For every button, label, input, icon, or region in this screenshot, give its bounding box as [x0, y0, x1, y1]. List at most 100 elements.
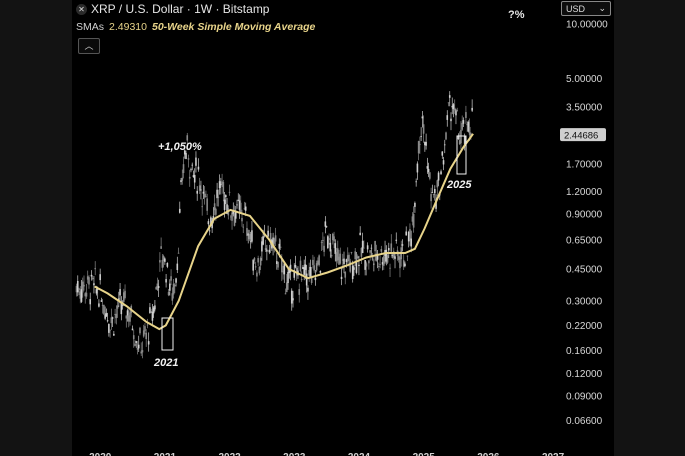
annotation-2021: 2021: [153, 357, 178, 369]
candle-body: [94, 268, 96, 270]
candle-body: [379, 264, 381, 265]
candle-body: [317, 260, 319, 265]
candle-body: [100, 300, 103, 302]
candle-body: [233, 213, 236, 226]
candle-body: [140, 351, 143, 354]
candle-body: [220, 183, 222, 186]
candle-body: [146, 324, 149, 326]
candle-body: [124, 290, 126, 298]
candle-body: [300, 278, 303, 280]
y-tick-label: 0.90000: [566, 210, 603, 221]
candle-body: [371, 256, 374, 261]
candle-body: [187, 158, 190, 160]
help-indicator[interactable]: ?%: [508, 9, 525, 21]
candle-body: [216, 189, 218, 199]
candle-body: [196, 190, 199, 194]
y-axis-ticks: 10.00000 5.00000 3.50000 1.70000 1.20000 0.90…: [560, 20, 608, 427]
candle-body: [151, 311, 154, 321]
candle-body: [144, 326, 146, 332]
candle-body: [389, 267, 391, 269]
collapse-legend-button[interactable]: ︿: [78, 38, 100, 54]
candle-body: [333, 236, 335, 242]
candle-body: [412, 213, 415, 228]
candle-body: [135, 341, 138, 343]
candle-body: [171, 293, 174, 301]
candle-body: [110, 317, 113, 324]
candle-body: [78, 288, 80, 291]
candle-body: [262, 236, 264, 245]
candle-body: [461, 122, 463, 130]
candle-body: [460, 129, 462, 144]
candle-body: [289, 264, 292, 273]
candle-body: [142, 330, 145, 337]
candle-body: [458, 140, 461, 145]
candle-body: [254, 266, 257, 268]
candle-body: [370, 247, 373, 249]
candle-body: [93, 283, 95, 286]
currency-select[interactable]: USD ⌄: [561, 1, 611, 16]
candle-body: [215, 208, 217, 215]
sma-legend[interactable]: SMAs 2.49310 50-Week Simple Moving Avera…: [76, 21, 315, 33]
candle-body: [252, 259, 254, 271]
candle-body: [207, 221, 210, 225]
candle-body: [446, 115, 449, 120]
candle-body: [406, 255, 409, 257]
candle-body: [202, 191, 205, 194]
candle-body: [264, 248, 267, 250]
candle-body: [310, 275, 313, 284]
candle-body: [407, 231, 410, 242]
x-tick-label: 2020: [89, 452, 112, 456]
candle-body: [154, 305, 156, 310]
candle-body: [426, 166, 429, 169]
candle-body: [442, 160, 445, 165]
y-tick-label: 0.06600: [566, 416, 603, 427]
candle-body: [164, 258, 166, 262]
candle-body: [193, 174, 196, 183]
x-tick-label: 2024: [348, 452, 371, 456]
x-tick-label: 2025: [413, 452, 436, 456]
candle-body: [437, 172, 440, 181]
candle-body: [335, 252, 338, 262]
candle-body: [319, 270, 322, 273]
annotation-box-2025: [456, 135, 467, 175]
symbol-header[interactable]: ✕ XRP / U.S. Dollar · 1W · Bitstamp: [76, 2, 269, 16]
candle-body: [170, 276, 172, 281]
candle-body: [152, 307, 155, 314]
candle-body: [322, 240, 324, 241]
candle-body: [105, 313, 108, 317]
y-tick-label: 0.22000: [566, 321, 603, 332]
candle-body: [336, 248, 339, 261]
candle-body: [234, 212, 237, 219]
candle-body: [228, 191, 231, 193]
candle-body: [471, 107, 473, 111]
candle-body: [308, 270, 310, 276]
x-tick-label: 2021: [154, 452, 177, 456]
candle-body: [285, 282, 288, 293]
candle-body: [353, 267, 355, 270]
candle-body: [299, 260, 302, 272]
candle-body: [391, 255, 394, 256]
candle-body: [123, 292, 125, 302]
candle-body: [304, 264, 307, 270]
candle-body: [272, 237, 274, 247]
candle-body: [324, 221, 327, 227]
candle-body: [349, 261, 352, 272]
candle-body: [364, 260, 366, 270]
candle-body: [79, 291, 82, 299]
candle-body: [76, 280, 79, 293]
candle-body: [167, 292, 170, 296]
candle-body: [205, 196, 207, 198]
candle-body: [345, 259, 348, 262]
candle-body: [246, 228, 248, 236]
currency-value: USD: [566, 3, 586, 14]
candle-body: [283, 263, 286, 275]
sma-description: 50-Week Simple Moving Average: [151, 21, 316, 33]
candle-body: [402, 260, 405, 267]
candle-body: [450, 118, 452, 122]
candle-body: [443, 144, 446, 146]
chart-plot-area[interactable]: [72, 0, 614, 456]
candle-body: [455, 110, 457, 116]
candle-body: [466, 124, 468, 126]
candle-body: [185, 152, 187, 160]
candle-body: [358, 264, 360, 267]
